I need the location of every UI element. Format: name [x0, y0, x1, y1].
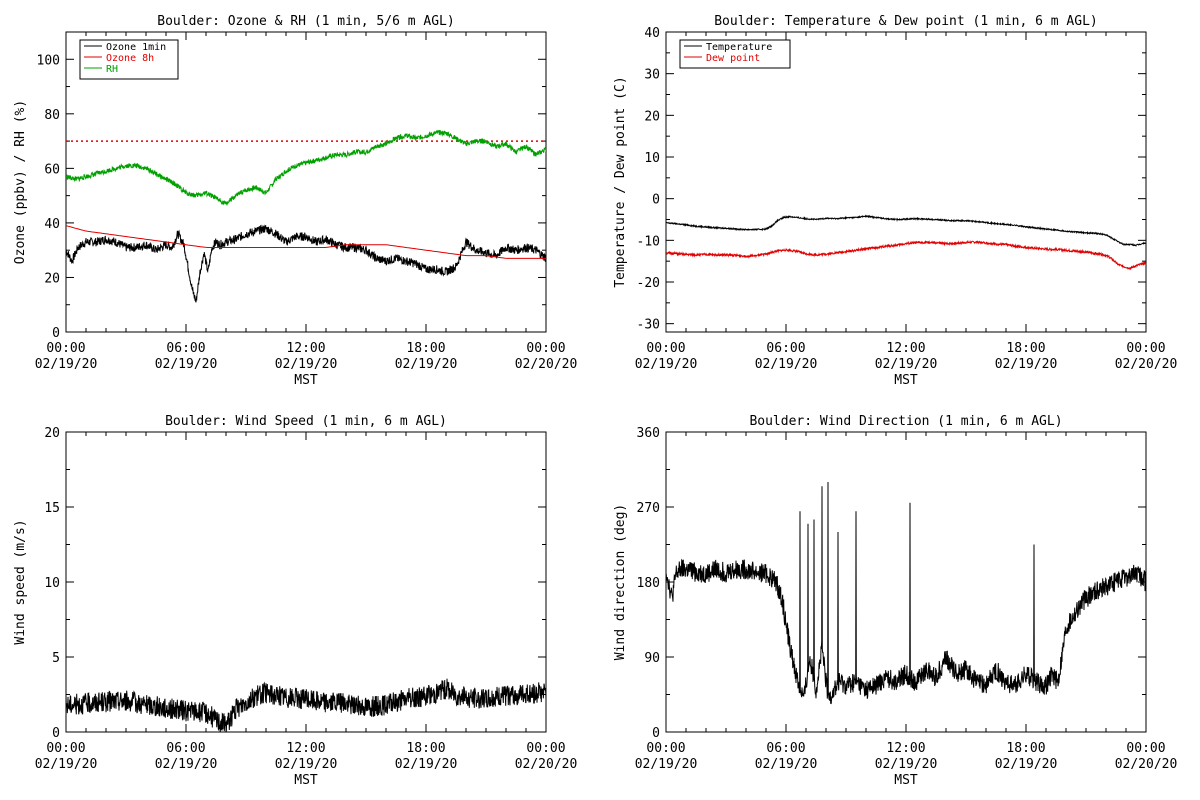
- y-axis-label: Wind speed (m/s): [13, 519, 28, 644]
- x-tick-label-time: 00:00: [646, 741, 685, 756]
- x-tick-label-time: 00:00: [1126, 741, 1165, 756]
- x-tick-label-time: 06:00: [166, 741, 205, 756]
- series-line-rh: [66, 129, 546, 206]
- x-tick-label-date: 02/19/20: [875, 357, 938, 372]
- x-tick-label-time: 18:00: [1006, 341, 1045, 356]
- x-tick-label-date: 02/19/20: [275, 357, 338, 372]
- x-tick-label-time: 18:00: [406, 741, 445, 756]
- series-line-dew-point: [666, 239, 1146, 271]
- x-axis-label: MST: [894, 373, 918, 388]
- x-tick-label-time: 18:00: [406, 341, 445, 356]
- legend-label: RH: [106, 64, 118, 75]
- x-tick-label-date: 02/19/20: [35, 757, 98, 772]
- legend-label: Dew point: [706, 53, 760, 64]
- y-tick-label: 40: [44, 217, 60, 232]
- x-tick-label-time: 12:00: [286, 341, 325, 356]
- x-tick-label-date: 02/19/20: [35, 357, 98, 372]
- x-tick-label-date: 02/19/20: [635, 757, 698, 772]
- legend-label: Temperature: [706, 42, 772, 53]
- x-tick-label-date: 02/19/20: [635, 357, 698, 372]
- x-axis-label: MST: [294, 773, 318, 788]
- x-tick-label-time: 06:00: [766, 341, 805, 356]
- x-tick-label-time: 00:00: [46, 741, 85, 756]
- y-tick-label: -20: [637, 276, 660, 291]
- y-tick-label: 20: [44, 426, 60, 441]
- y-tick-label: 0: [52, 726, 60, 741]
- x-tick-label-time: 00:00: [1126, 341, 1165, 356]
- x-tick-label-date: 02/19/20: [875, 757, 938, 772]
- x-tick-label-time: 12:00: [886, 741, 925, 756]
- y-tick-label: 10: [44, 576, 60, 591]
- y-tick-label: 270: [637, 501, 660, 516]
- x-tick-label-time: 06:00: [166, 341, 205, 356]
- legend-label: Ozone 1min: [106, 42, 166, 53]
- series-line-ozone-8h: [66, 225, 546, 259]
- x-tick-label-date: 02/19/20: [155, 357, 218, 372]
- y-tick-label: 10: [644, 151, 660, 166]
- series-line-ozone-1min: [66, 224, 546, 303]
- y-axis-label: Wind direction (deg): [613, 504, 628, 661]
- x-axis-label: MST: [894, 773, 918, 788]
- y-axis-label: Ozone (ppbv) / RH (%): [13, 100, 28, 264]
- plot-frame: [65, 431, 547, 733]
- y-tick-label: 20: [644, 109, 660, 124]
- y-tick-label: 0: [652, 726, 660, 741]
- y-tick-label: 180: [637, 576, 660, 591]
- x-tick-label-date: 02/19/20: [275, 757, 338, 772]
- x-tick-label-time: 18:00: [1006, 741, 1045, 756]
- plot-frame: [665, 31, 1147, 333]
- y-tick-label: 40: [644, 26, 660, 41]
- ozone-rh-chart: Boulder: Ozone & RH (1 min, 5/6 m AGL)02…: [13, 14, 577, 388]
- x-tick-label-date: 02/19/20: [395, 357, 458, 372]
- x-tick-label-time: 00:00: [46, 341, 85, 356]
- y-tick-label: 0: [52, 326, 60, 341]
- x-tick-label-date: 02/19/20: [755, 757, 818, 772]
- x-tick-label-date: 02/20/20: [515, 757, 578, 772]
- x-tick-label-date: 02/19/20: [155, 757, 218, 772]
- x-tick-label-time: 12:00: [886, 341, 925, 356]
- y-tick-label: 15: [44, 501, 60, 516]
- wind-speed-chart: Boulder: Wind Speed (1 min, 6 m AGL) 0 5 10…: [13, 414, 577, 788]
- y-tick-label: -10: [637, 234, 660, 249]
- x-tick-label-time: 00:00: [526, 341, 565, 356]
- y-tick-label: 60: [44, 162, 60, 177]
- x-tick-label-date: 02/20/20: [515, 357, 578, 372]
- x-tick-label-time: 00:00: [646, 341, 685, 356]
- x-tick-label-date: 02/19/20: [395, 757, 458, 772]
- legend-label: Ozone 8h: [106, 53, 154, 64]
- series-line-data: [666, 481, 1146, 705]
- plot-frame: [665, 431, 1147, 733]
- series-line-data: [66, 678, 546, 732]
- chart-title: Boulder: Ozone & RH (1 min, 5/6 m AGL): [157, 14, 454, 29]
- temperature-dewpoint-chart: Boulder: Temperature & Dew point (1 min,…: [613, 14, 1177, 388]
- wind-direction-chart: Boulder: Wind Direction (1 min, 6 m AGL)…: [613, 414, 1177, 788]
- series-line-temperature: [666, 214, 1146, 247]
- y-tick-label: 20: [44, 271, 60, 286]
- y-tick-label: 30: [644, 68, 660, 83]
- x-tick-label-time: 06:00: [766, 741, 805, 756]
- x-tick-label-date: 02/19/20: [755, 357, 818, 372]
- x-tick-label-date: 02/19/20: [995, 357, 1058, 372]
- chart-title: Boulder: Wind Direction (1 min, 6 m AGL): [749, 414, 1062, 429]
- y-tick-label: 360: [637, 426, 660, 441]
- x-tick-label-time: 12:00: [286, 741, 325, 756]
- y-tick-label: 0: [652, 193, 660, 208]
- x-axis-label: MST: [294, 373, 318, 388]
- y-tick-label: 100: [37, 53, 60, 68]
- x-tick-label-date: 02/19/20: [995, 757, 1058, 772]
- legend-box: [679, 39, 791, 69]
- chart-title: Boulder: Wind Speed (1 min, 6 m AGL): [165, 414, 447, 429]
- y-tick-label: 5: [52, 651, 60, 666]
- x-tick-label-date: 02/20/20: [1115, 757, 1178, 772]
- y-tick-label: -30: [637, 318, 660, 333]
- y-tick-label: 80: [44, 108, 60, 123]
- x-tick-label-date: 02/20/20: [1115, 357, 1178, 372]
- y-tick-label: 90: [644, 651, 660, 666]
- y-axis-label: Temperature / Dew point (C): [613, 76, 628, 287]
- x-tick-label-time: 00:00: [526, 741, 565, 756]
- chart-title: Boulder: Temperature & Dew point (1 min,…: [714, 14, 1098, 29]
